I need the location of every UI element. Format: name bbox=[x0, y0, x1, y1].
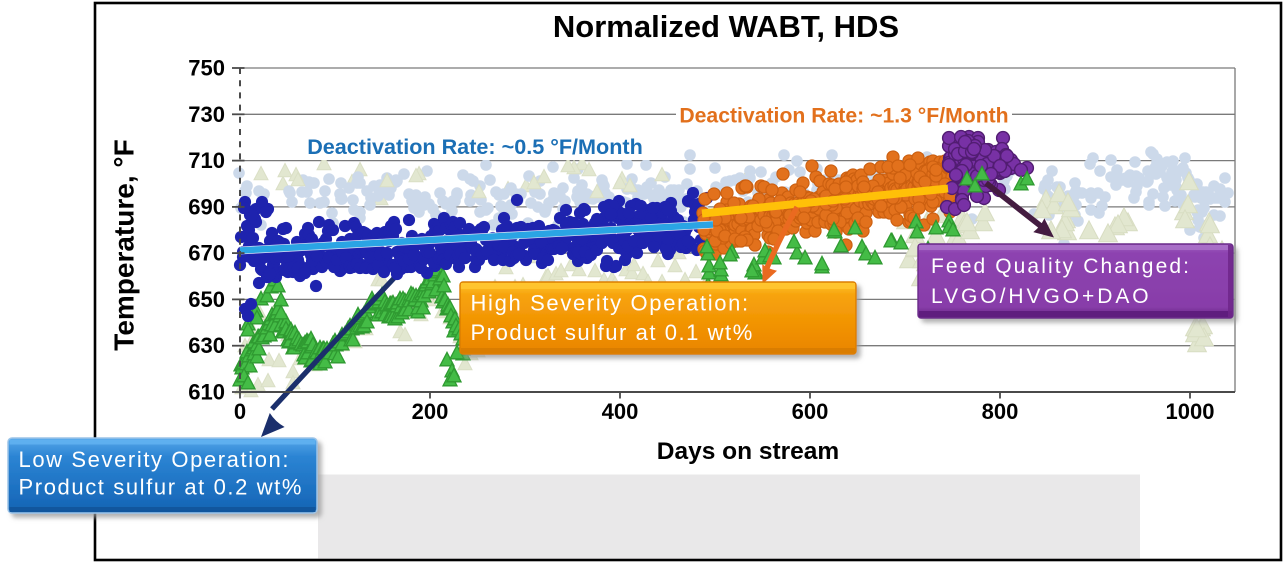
svg-text:400: 400 bbox=[602, 399, 639, 424]
svg-text:Deactivation Rate: ~0.5 °F/Mon: Deactivation Rate: ~0.5 °F/Month bbox=[307, 134, 643, 159]
svg-text:Product sulfur at 0.1 wt%: Product sulfur at 0.1 wt% bbox=[471, 320, 754, 345]
svg-text:710: 710 bbox=[188, 148, 225, 173]
svg-text:LVGO/HVGO+DAO: LVGO/HVGO+DAO bbox=[931, 285, 1152, 308]
svg-text:730: 730 bbox=[188, 102, 225, 127]
svg-text:670: 670 bbox=[188, 241, 225, 266]
svg-text:0: 0 bbox=[234, 399, 246, 424]
svg-text:Low Severity Operation:: Low Severity Operation: bbox=[19, 447, 291, 472]
svg-text:750: 750 bbox=[188, 56, 225, 81]
svg-text:Days on stream: Days on stream bbox=[657, 438, 839, 465]
svg-text:610: 610 bbox=[188, 380, 225, 405]
svg-text:650: 650 bbox=[188, 287, 225, 312]
svg-text:Product sulfur at 0.2 wt%: Product sulfur at 0.2 wt% bbox=[19, 475, 304, 500]
svg-text:Temperature, °F: Temperature, °F bbox=[109, 139, 140, 350]
svg-text:600: 600 bbox=[792, 399, 829, 424]
svg-text:630: 630 bbox=[188, 333, 225, 358]
svg-text:690: 690 bbox=[188, 194, 225, 219]
svg-text:800: 800 bbox=[982, 399, 1019, 424]
svg-text:Feed Quality Changed:: Feed Quality Changed: bbox=[931, 255, 1191, 278]
svg-text:Normalized WABT, HDS: Normalized WABT, HDS bbox=[553, 9, 899, 44]
svg-text:200: 200 bbox=[412, 399, 449, 424]
svg-text:High Severity Operation:: High Severity Operation: bbox=[471, 291, 750, 316]
svg-text:Deactivation Rate: ~1.3 °F/Mon: Deactivation Rate: ~1.3 °F/Month bbox=[679, 105, 1008, 128]
svg-text:1000: 1000 bbox=[1166, 399, 1215, 424]
